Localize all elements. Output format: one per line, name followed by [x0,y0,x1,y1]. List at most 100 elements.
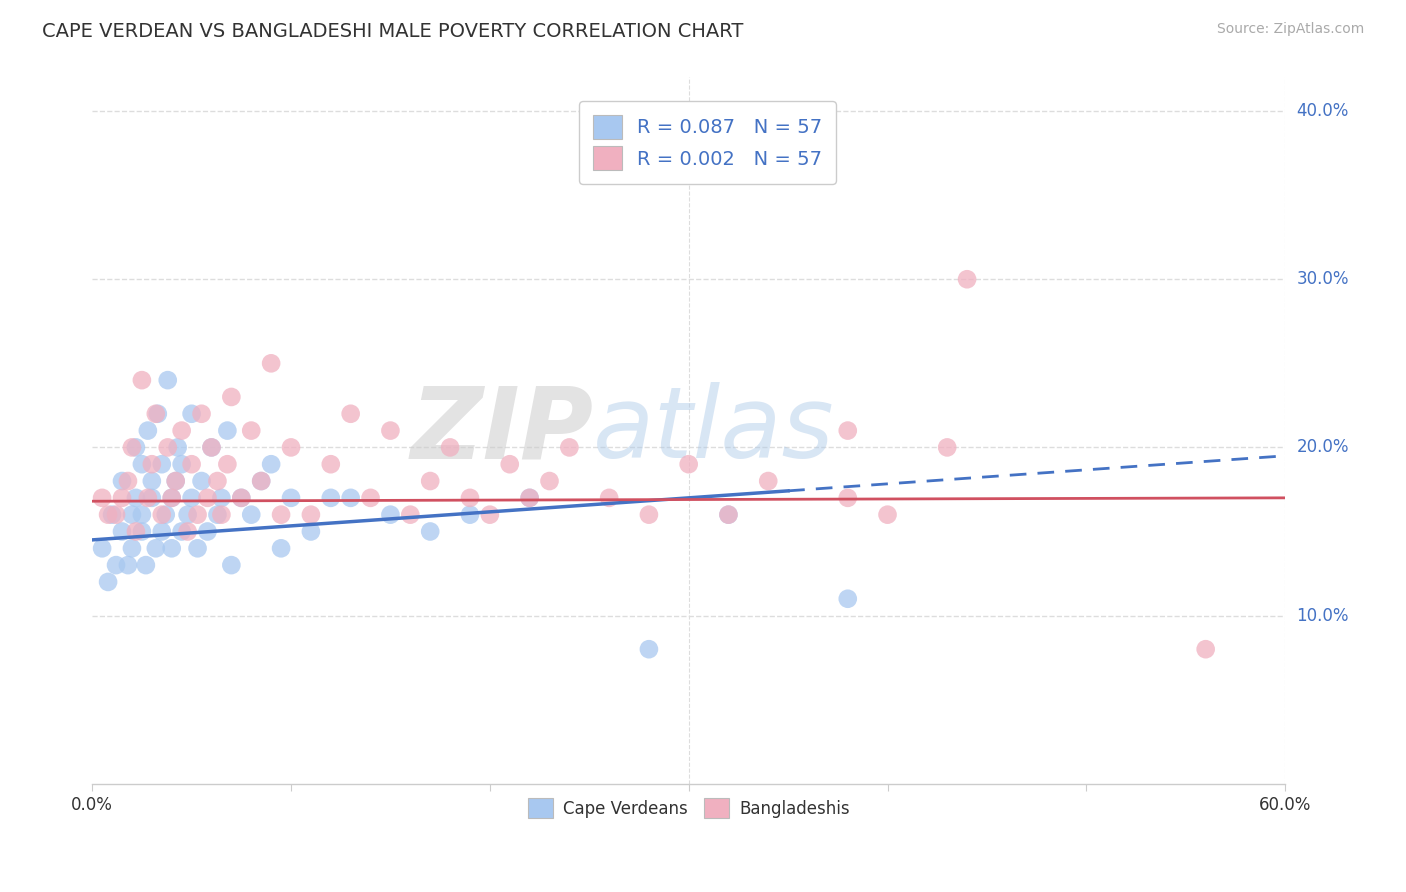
Point [380,508,402,522]
Point [678,457,700,471]
Point [146,407,169,421]
Point [170,457,193,471]
Text: 30.0%: 30.0% [1296,270,1348,288]
Point [160,491,183,505]
Point [250,474,273,488]
Point [197,491,219,505]
Point [141,491,163,505]
Point [250,474,273,488]
Point [439,441,461,455]
Point [270,508,292,522]
Point [209,491,232,505]
Point [217,457,239,471]
Point [180,457,202,471]
Point [1195,642,1218,657]
Point [280,491,302,505]
Point [558,441,581,455]
Point [399,508,422,522]
Text: 20.0%: 20.0% [1296,438,1348,457]
Point [221,558,243,573]
Text: ZIP: ZIP [411,382,593,479]
Point [260,356,283,370]
Point [160,491,183,505]
Point [207,474,229,488]
Point [141,457,163,471]
Point [176,524,198,539]
Point [180,407,202,421]
Point [419,474,441,488]
Point [156,441,179,455]
Point [837,591,859,606]
Point [131,373,153,387]
Point [141,474,163,488]
Point [145,541,167,556]
Point [111,474,134,488]
Point [231,491,253,505]
Point [519,491,541,505]
Point [180,491,202,505]
Point [837,424,859,438]
Point [240,508,263,522]
Point [538,474,561,488]
Point [200,441,222,455]
Point [150,508,173,522]
Point [165,474,187,488]
Point [150,524,173,539]
Point [837,491,859,505]
Point [91,491,114,505]
Point [200,441,222,455]
Point [458,491,481,505]
Point [160,541,183,556]
Point [131,508,153,522]
Point [136,491,159,505]
Point [478,508,501,522]
Point [380,424,402,438]
Point [209,508,232,522]
Point [956,272,979,286]
Point [319,491,342,505]
Point [319,457,342,471]
Point [187,508,209,522]
Point [876,508,898,522]
Point [299,524,322,539]
Point [339,491,361,505]
Point [125,524,148,539]
Point [105,558,128,573]
Point [187,541,209,556]
Point [131,524,153,539]
Point [190,474,212,488]
Point [240,424,263,438]
Point [231,491,253,505]
Text: Source: ZipAtlas.com: Source: ZipAtlas.com [1216,22,1364,37]
Point [170,524,193,539]
Point [121,541,143,556]
Point [717,508,740,522]
Point [105,508,128,522]
Text: 10.0%: 10.0% [1296,607,1348,624]
Point [91,541,114,556]
Point [111,491,134,505]
Point [156,373,179,387]
Point [458,508,481,522]
Text: CAPE VERDEAN VS BANGLADESHI MALE POVERTY CORRELATION CHART: CAPE VERDEAN VS BANGLADESHI MALE POVERTY… [42,22,744,41]
Point [638,508,661,522]
Point [221,390,243,404]
Point [519,491,541,505]
Point [111,524,134,539]
Point [121,441,143,455]
Point [165,474,187,488]
Point [97,508,120,522]
Point [260,457,283,471]
Point [299,508,322,522]
Point [638,642,661,657]
Point [176,508,198,522]
Point [117,474,139,488]
Point [131,457,153,471]
Point [207,508,229,522]
Point [339,407,361,421]
Y-axis label: Male Poverty: Male Poverty [0,376,8,484]
Point [197,524,219,539]
Point [280,441,302,455]
Point [717,508,740,522]
Point [150,457,173,471]
